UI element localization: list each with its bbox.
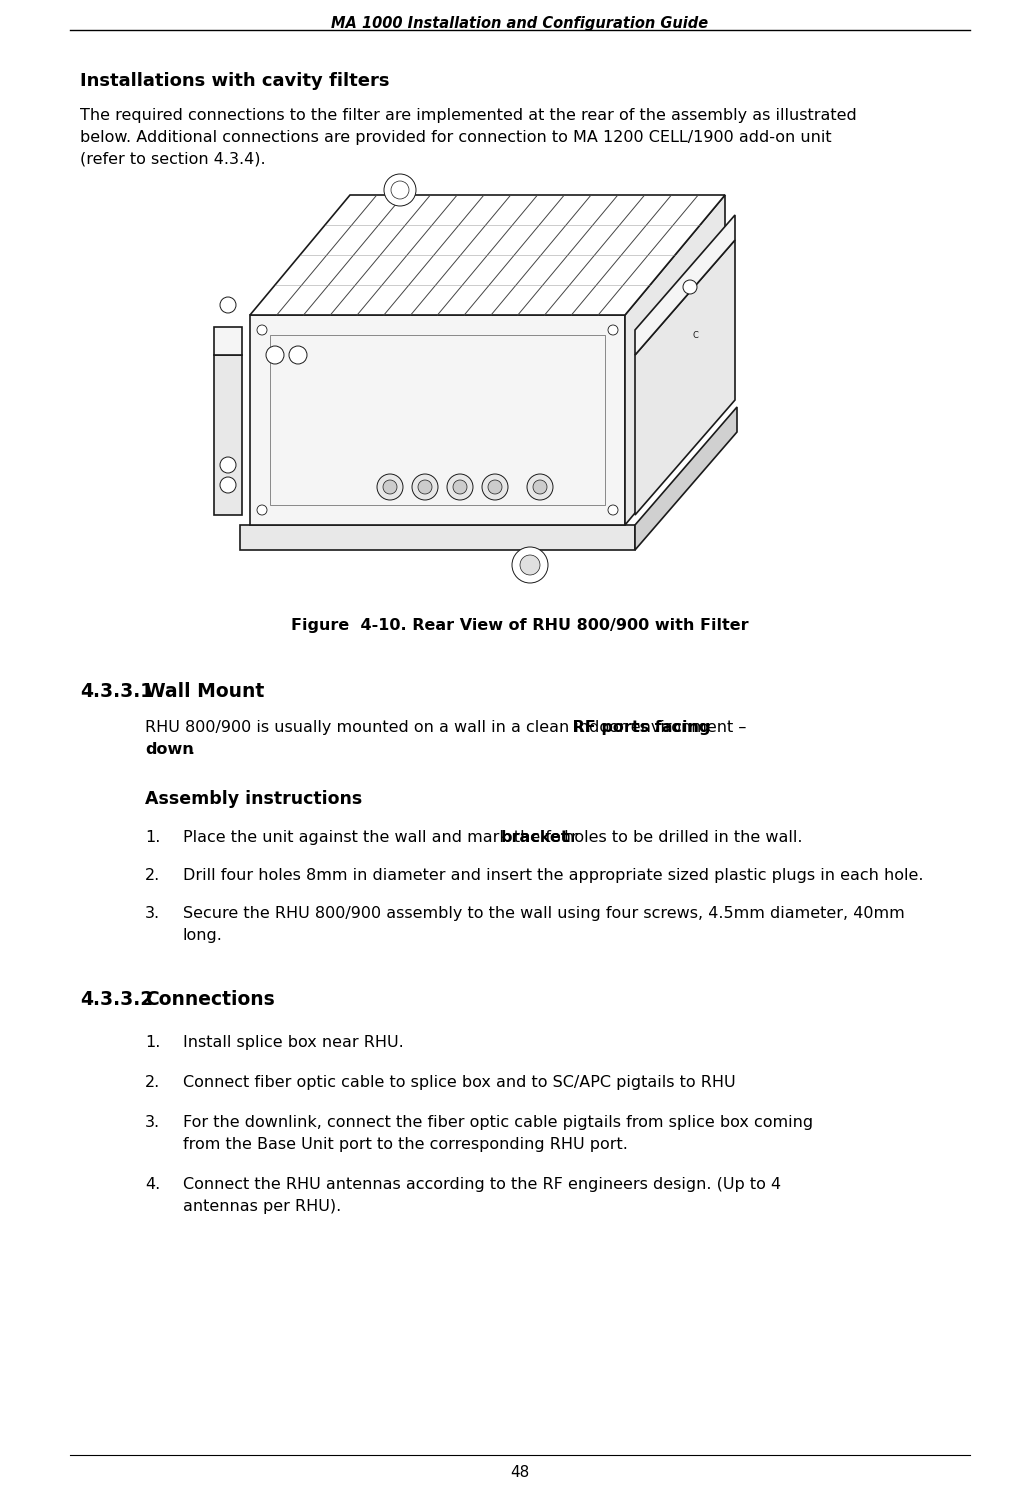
- Circle shape: [608, 325, 618, 335]
- Circle shape: [383, 480, 397, 495]
- Text: MA 1000 Installation and Configuration Guide: MA 1000 Installation and Configuration G…: [331, 16, 708, 31]
- Circle shape: [533, 480, 547, 495]
- Text: Assembly instructions: Assembly instructions: [145, 790, 363, 808]
- Circle shape: [488, 480, 502, 495]
- Polygon shape: [250, 314, 625, 524]
- Text: Connections: Connections: [145, 989, 275, 1009]
- Text: For the downlink, connect the fiber optic cable pigtails from splice box coming: For the downlink, connect the fiber opti…: [183, 1115, 813, 1129]
- Circle shape: [257, 505, 267, 516]
- Text: Secure the RHU 800/900 assembly to the wall using four screws, 4.5mm diameter, 4: Secure the RHU 800/900 assembly to the w…: [183, 906, 905, 921]
- Text: 2.: 2.: [145, 1074, 160, 1091]
- Circle shape: [377, 474, 403, 501]
- Text: The required connections to the filter are implemented at the rear of the assemb: The required connections to the filter a…: [80, 107, 857, 124]
- Text: 4.3.3.2: 4.3.3.2: [80, 989, 153, 1009]
- Text: Drill four holes 8mm in diameter and insert the appropriate sized plastic plugs : Drill four holes 8mm in diameter and ins…: [183, 869, 924, 884]
- Circle shape: [391, 180, 409, 200]
- Text: Figure  4-10. Rear View of RHU 800/900 with Filter: Figure 4-10. Rear View of RHU 800/900 wi…: [291, 618, 749, 633]
- Text: 2.: 2.: [145, 869, 160, 884]
- Text: below. Additional connections are provided for connection to MA 1200 CELL/1900 a: below. Additional connections are provid…: [80, 130, 832, 145]
- Text: bracket: bracket: [501, 830, 569, 845]
- Circle shape: [220, 477, 236, 493]
- Circle shape: [453, 480, 467, 495]
- Text: Install splice box near RHU.: Install splice box near RHU.: [183, 1036, 404, 1050]
- Text: antennas per RHU).: antennas per RHU).: [183, 1199, 341, 1214]
- Circle shape: [220, 457, 236, 472]
- Text: down: down: [145, 742, 193, 757]
- Text: from the Base Unit port to the corresponding RHU port.: from the Base Unit port to the correspon…: [183, 1137, 628, 1152]
- Text: .: .: [189, 742, 194, 757]
- Polygon shape: [635, 215, 735, 355]
- Text: 3.: 3.: [145, 1115, 160, 1129]
- Circle shape: [289, 346, 307, 364]
- Polygon shape: [625, 195, 725, 524]
- Polygon shape: [240, 524, 635, 550]
- Text: Connect the RHU antennas according to the RF engineers design. (Up to 4: Connect the RHU antennas according to th…: [183, 1177, 781, 1192]
- Text: 4.3.3.1: 4.3.3.1: [80, 682, 153, 700]
- Circle shape: [482, 474, 508, 501]
- Text: RHU 800/900 is usually mounted on a wall in a clean indoor environment –: RHU 800/900 is usually mounted on a wall…: [145, 720, 752, 735]
- Text: Connect fiber optic cable to splice box and to SC/APC pigtails to RHU: Connect fiber optic cable to splice box …: [183, 1074, 735, 1091]
- Circle shape: [512, 547, 548, 583]
- Circle shape: [220, 297, 236, 313]
- Text: 3.: 3.: [145, 906, 160, 921]
- Text: 4.: 4.: [145, 1177, 160, 1192]
- Text: Installations with cavity filters: Installations with cavity filters: [80, 72, 390, 89]
- Text: 1.: 1.: [145, 1036, 160, 1050]
- Text: (refer to section 4.3.4).: (refer to section 4.3.4).: [80, 152, 265, 167]
- Circle shape: [447, 474, 473, 501]
- Text: 1.: 1.: [145, 830, 160, 845]
- Polygon shape: [214, 355, 242, 516]
- Circle shape: [527, 474, 553, 501]
- Circle shape: [418, 480, 432, 495]
- Polygon shape: [214, 326, 242, 355]
- Circle shape: [384, 174, 416, 206]
- Circle shape: [520, 554, 540, 575]
- Text: Wall Mount: Wall Mount: [145, 682, 264, 700]
- Text: holes to be drilled in the wall.: holes to be drilled in the wall.: [559, 830, 802, 845]
- Text: C: C: [692, 331, 698, 340]
- Circle shape: [257, 325, 267, 335]
- Circle shape: [683, 280, 697, 294]
- Text: Place the unit against the wall and mark the four: Place the unit against the wall and mark…: [183, 830, 582, 845]
- Circle shape: [412, 474, 438, 501]
- Text: RF ports facing: RF ports facing: [145, 720, 710, 735]
- Text: long.: long.: [183, 928, 223, 943]
- Text: 48: 48: [511, 1465, 530, 1480]
- Circle shape: [266, 346, 284, 364]
- Polygon shape: [635, 240, 735, 516]
- Polygon shape: [635, 407, 737, 550]
- Polygon shape: [250, 195, 725, 314]
- Circle shape: [608, 505, 618, 516]
